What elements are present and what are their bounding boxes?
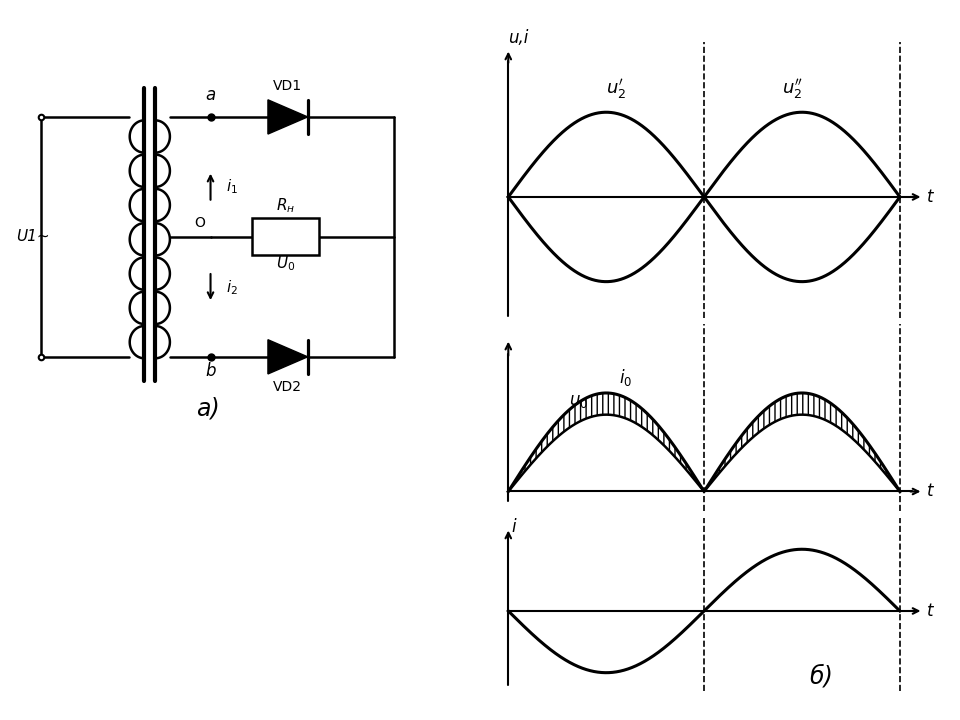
Text: u,i: u,i bbox=[508, 29, 529, 47]
Polygon shape bbox=[268, 340, 308, 374]
Text: а): а) bbox=[197, 397, 220, 420]
Text: U1~: U1~ bbox=[16, 230, 50, 244]
Text: б): б) bbox=[809, 665, 833, 689]
Text: $R_н$: $R_н$ bbox=[276, 196, 295, 215]
Text: $i_1$: $i_1$ bbox=[226, 177, 238, 196]
Text: $i_2$: $i_2$ bbox=[226, 278, 238, 297]
Text: $u_0$: $u_0$ bbox=[569, 392, 588, 410]
Text: t: t bbox=[927, 188, 934, 206]
Text: b: b bbox=[205, 362, 216, 380]
Text: a: a bbox=[205, 86, 216, 104]
Text: t: t bbox=[927, 602, 934, 620]
Text: VD1: VD1 bbox=[274, 79, 302, 93]
Text: VD2: VD2 bbox=[274, 380, 302, 394]
Text: $U_0$: $U_0$ bbox=[276, 255, 296, 274]
Text: $i_0$: $i_0$ bbox=[619, 367, 633, 388]
Text: t: t bbox=[927, 482, 934, 500]
Text: O: O bbox=[194, 215, 204, 230]
Bar bbox=[252, 218, 319, 256]
Text: $u_2''$: $u_2''$ bbox=[781, 77, 803, 101]
Text: $u_2'$: $u_2'$ bbox=[606, 77, 626, 101]
Polygon shape bbox=[268, 100, 308, 134]
Text: i: i bbox=[512, 518, 516, 536]
